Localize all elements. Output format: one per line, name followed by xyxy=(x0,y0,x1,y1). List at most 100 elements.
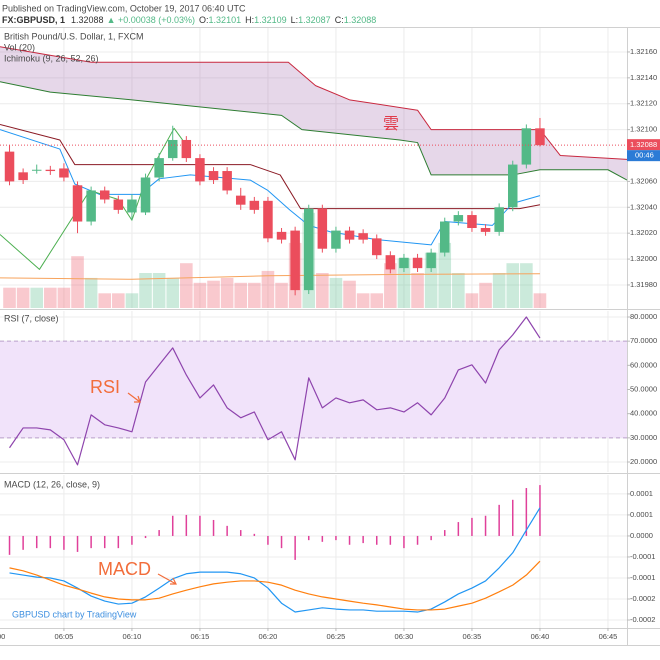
candle-body xyxy=(331,230,341,249)
x-tick-label: 06:25 xyxy=(327,632,346,641)
annotation: MACD xyxy=(98,559,151,579)
y-tick-label: 1.31980 xyxy=(630,280,657,289)
y-tick-label: 1.32020 xyxy=(630,228,657,237)
macd-histogram-bar xyxy=(63,535,65,550)
candle-body xyxy=(18,172,28,181)
macd-histogram-bar xyxy=(443,530,446,536)
signal-line xyxy=(9,560,541,611)
x-tick-label: 06:05 xyxy=(55,632,74,641)
volume-bar xyxy=(207,280,220,308)
volume-bar xyxy=(343,280,356,308)
macd-histogram-bar xyxy=(144,535,147,539)
macd-histogram-bar xyxy=(335,535,337,541)
volume-bar xyxy=(57,287,71,308)
volume-bar xyxy=(220,277,234,308)
quote-part: 1.32088 xyxy=(344,15,377,25)
annotation: 雲 xyxy=(383,116,399,133)
volume-ma-line xyxy=(0,273,540,280)
candle-body xyxy=(45,169,56,172)
macd-histogram-bar xyxy=(131,535,133,545)
indicator-label: Ichimoku (9, 26, 52, 26) xyxy=(4,53,99,63)
volume-bar xyxy=(125,293,139,308)
macd-histogram-bar xyxy=(158,530,160,536)
candle-body xyxy=(399,257,409,269)
x-tick-label: 06:00 xyxy=(0,632,5,641)
volume-bar xyxy=(520,263,533,308)
candle-body xyxy=(385,255,396,270)
macd-histogram-bar xyxy=(389,535,392,545)
y-tick-label: 1.32140 xyxy=(630,73,657,82)
macd-histogram-bar xyxy=(457,522,460,536)
candle-body xyxy=(154,158,164,178)
candle-body xyxy=(263,200,273,239)
candle-body xyxy=(358,233,368,240)
price-panel xyxy=(0,46,627,308)
indicator-label: Vol (20) xyxy=(4,42,35,52)
y-tick-label: -0.0002 xyxy=(630,594,655,603)
candle-body xyxy=(371,238,382,256)
x-tick-label: 06:30 xyxy=(395,632,414,641)
candle-body xyxy=(426,252,436,269)
annotation-arrow xyxy=(157,573,177,585)
rsi-panel xyxy=(0,316,627,466)
panel-title: RSI (7, close) xyxy=(4,313,59,323)
volume-bar xyxy=(370,293,384,308)
macd-histogram-bar xyxy=(35,535,38,549)
x-tick-label: 06:10 xyxy=(123,632,142,641)
volume-bar xyxy=(16,287,30,308)
macd-histogram-bar xyxy=(90,535,92,549)
macd-histogram-bar xyxy=(321,535,324,542)
candle-body xyxy=(222,171,232,191)
candle-body xyxy=(208,171,219,181)
volume-bar xyxy=(533,293,547,308)
macd-histogram-bar xyxy=(171,515,174,536)
volume-bar xyxy=(98,293,112,308)
y-tick-label: 0.0000 xyxy=(630,531,653,540)
macd-histogram-bar xyxy=(539,485,541,536)
volume-bar xyxy=(479,282,492,308)
volume-bar xyxy=(452,273,465,308)
candle-body xyxy=(480,228,491,232)
y-tick-label: 50.0000 xyxy=(630,384,657,393)
x-tick-label: 06:35 xyxy=(463,632,482,641)
countdown-badge xyxy=(627,150,660,162)
y-tick-label: 60.0000 xyxy=(630,360,657,369)
published-line: Published on TradingView.com, October 19… xyxy=(2,3,246,13)
candle-body xyxy=(249,200,260,210)
candle-body xyxy=(439,221,450,253)
volume-bar xyxy=(152,273,166,308)
x-tick-label: 06:45 xyxy=(599,632,618,641)
macd-line xyxy=(9,507,541,613)
volume-bar xyxy=(84,277,98,308)
candle-body xyxy=(276,231,287,240)
ichimoku-cloud xyxy=(0,46,627,181)
candle-body xyxy=(127,199,137,213)
y-tick-label: 1.32120 xyxy=(630,99,657,108)
candle-body xyxy=(181,139,192,159)
candle-body xyxy=(467,215,477,228)
volume-bar xyxy=(166,277,180,308)
ichimoku-span-b xyxy=(0,46,627,160)
macd-histogram-bar xyxy=(280,535,283,549)
y-tick-label: 1.32000 xyxy=(630,254,657,263)
annotation: RSI xyxy=(90,377,120,397)
candle-body xyxy=(99,190,110,200)
y-tick-label: 30.0000 xyxy=(630,433,657,442)
macd-histogram-bar xyxy=(103,535,106,549)
macd-histogram-bar xyxy=(484,515,487,536)
quote-part: FX:GBPUSD, 1 xyxy=(2,15,65,25)
quote-part: C: xyxy=(335,15,344,25)
macd-histogram-bar xyxy=(199,515,201,536)
panel-title: British Pound/U.S. Dollar, 1, FXCM xyxy=(4,31,144,41)
quote-part: 1.32109 xyxy=(254,15,287,25)
y-tick-label: 80.0000 xyxy=(630,312,657,321)
volume-bar xyxy=(139,273,152,308)
macd-histogram-bar xyxy=(49,535,52,549)
y-tick-label: 0.0001 xyxy=(630,510,653,519)
candle-body xyxy=(72,185,83,222)
y-tick-label: 1.32040 xyxy=(630,202,657,211)
macd-histogram-bar xyxy=(294,535,296,560)
ichimoku-span-a xyxy=(0,81,627,181)
